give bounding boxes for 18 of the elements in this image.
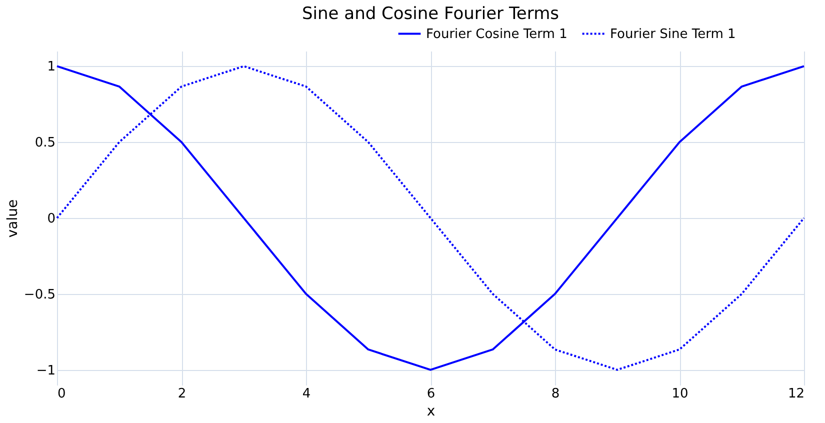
y-tick-label: −0.5 xyxy=(24,287,56,302)
line-series xyxy=(56,65,805,371)
x-tick-label: 10 xyxy=(672,386,688,402)
x-tick-label: 2 xyxy=(178,386,186,402)
x-tick-label: 6 xyxy=(426,386,436,402)
x-axis-title: x xyxy=(426,404,436,420)
x-tick-label: 12 xyxy=(788,386,804,402)
y-axis-title: value xyxy=(4,199,21,238)
x-tick-label: 8 xyxy=(551,386,560,402)
chart-title: Sine and Cosine Fourier Terms xyxy=(302,4,560,24)
legend-label: Fourier Sine Term 1 xyxy=(610,26,736,42)
legend-label: Fourier Cosine Term 1 xyxy=(426,26,568,42)
x-tick-label: 0 xyxy=(58,386,66,402)
y-tick-label: 0 xyxy=(47,212,56,226)
x-tick-label: 4 xyxy=(302,386,311,402)
y-tick-label: −1 xyxy=(36,363,56,378)
y-tick-label: 0.5 xyxy=(34,136,56,151)
y-tick-label: 1 xyxy=(47,60,56,75)
